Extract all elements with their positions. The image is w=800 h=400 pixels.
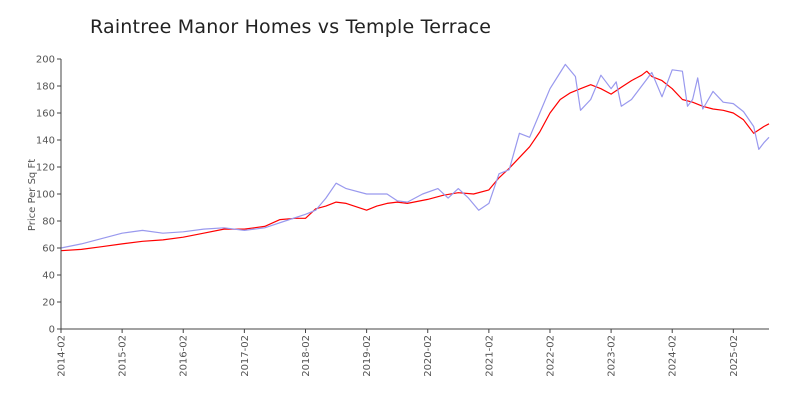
x-tick-label: 2018-02 — [301, 335, 312, 377]
x-tick-label: 2025-02 — [729, 335, 740, 377]
y-tick-label: 60 — [42, 244, 55, 255]
y-tick-label: 40 — [42, 271, 55, 282]
x-tick-label: 2015-02 — [118, 335, 129, 377]
x-tick-label: 2020-02 — [423, 335, 434, 377]
y-tick-label: 180 — [36, 82, 55, 93]
y-tick-label: 20 — [42, 298, 55, 309]
x-tick-label: 2016-02 — [179, 335, 190, 377]
y-tick-label: 200 — [36, 55, 55, 66]
series-layer — [60, 63, 770, 252]
x-tick-label: 2024-02 — [668, 335, 679, 377]
y-tick-label: 120 — [36, 163, 55, 174]
x-tick-label: 2021-02 — [484, 335, 495, 377]
x-tick-label: 2019-02 — [362, 335, 373, 377]
x-tick-label: 2022-02 — [545, 335, 556, 377]
x-tick-label: 2017-02 — [240, 335, 251, 377]
x-tick-label: 2023-02 — [607, 335, 618, 377]
y-tick-label: 100 — [36, 190, 55, 201]
y-axis-label: Price Per Sq Ft — [27, 159, 38, 231]
y-tick-label: 140 — [36, 136, 55, 147]
y-tick-label: 0 — [49, 325, 55, 336]
series-line-2 — [60, 63, 770, 249]
y-tick-label: 80 — [42, 217, 55, 228]
axis-layer: 0 20 40 60 80 100 120 140 160 180 200 2014-02 2015-0… — [36, 55, 769, 377]
y-tick-label: 160 — [36, 109, 55, 120]
chart-title: Raintree Manor Homes vs Temple Terrace — [90, 16, 492, 38]
series-line-1 — [60, 70, 770, 252]
x-tick-label: 2014-02 — [57, 335, 68, 377]
